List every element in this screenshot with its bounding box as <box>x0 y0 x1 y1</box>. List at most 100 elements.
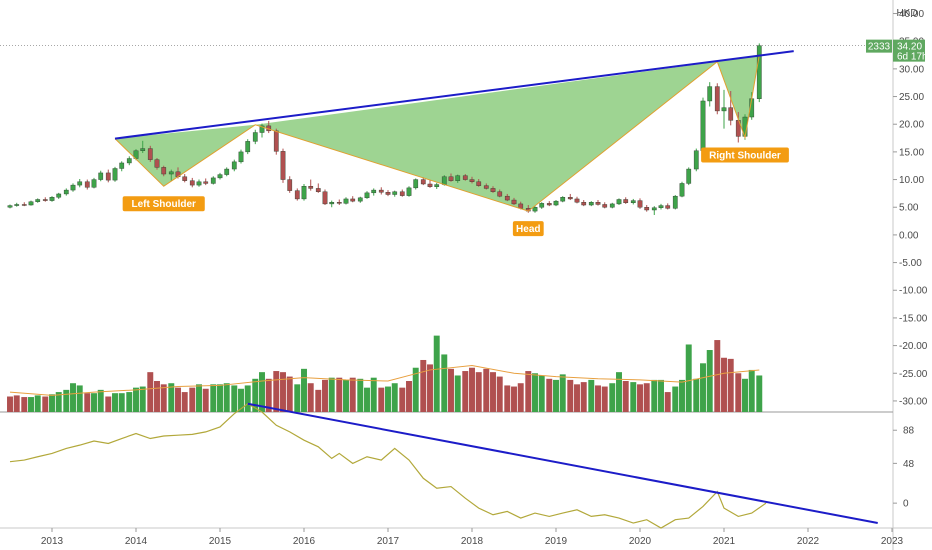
volume-bar <box>469 367 475 412</box>
candle-body <box>700 100 706 151</box>
candle-body <box>322 191 328 205</box>
candle-body <box>210 177 216 184</box>
volume-bar <box>511 386 517 412</box>
pattern-label-bg <box>701 147 789 163</box>
volume-bar <box>406 381 412 412</box>
volume-bar <box>679 379 685 412</box>
candle-body <box>273 130 279 152</box>
volume-bar <box>567 379 574 412</box>
candle-body <box>560 197 566 202</box>
candle-body <box>623 199 629 204</box>
pattern-label: Left Shoulder <box>122 196 205 212</box>
volume-bar <box>588 379 595 412</box>
volume-bar <box>265 378 272 412</box>
last-price-text: 34.20 <box>897 42 922 53</box>
indicator-trendline[interactable] <box>247 402 878 525</box>
pattern-label: Right Shoulder <box>701 147 789 163</box>
volume-bar <box>385 386 391 412</box>
candle-body <box>42 199 48 201</box>
volume-bar <box>693 378 700 412</box>
volume-bar <box>727 358 734 412</box>
candle-body <box>21 204 27 206</box>
indicator-pane <box>9 402 878 529</box>
candle-body <box>553 200 559 206</box>
candle-body <box>672 195 678 209</box>
volume-bar <box>231 385 238 412</box>
symbol-badge <box>866 39 892 53</box>
volume-bar <box>399 387 406 412</box>
candle-body <box>497 191 503 197</box>
volume-bar <box>336 377 343 412</box>
volume-bar <box>714 340 721 412</box>
volume-bar <box>490 372 496 412</box>
candle-body <box>56 193 62 198</box>
volume-bar <box>181 392 188 412</box>
indicator-tick-label: 0 <box>903 499 909 510</box>
volume-bar <box>756 375 763 412</box>
volume-bar <box>301 368 307 412</box>
candle-body <box>693 150 699 170</box>
volume-bar <box>622 381 629 412</box>
volume-bar <box>105 396 112 412</box>
volume-bar <box>637 384 643 412</box>
volume-bar <box>328 377 335 412</box>
candle-body <box>462 175 468 180</box>
candle-body <box>343 198 349 204</box>
volume-bar <box>189 387 196 412</box>
volume-bar <box>517 383 524 412</box>
candle-body <box>637 200 643 208</box>
candle-body <box>385 192 391 195</box>
volume-bar <box>742 378 748 412</box>
volume-bar <box>168 383 175 412</box>
volume-bar <box>280 372 286 412</box>
candle-body <box>574 198 580 203</box>
y-tick-label: 40.00 <box>899 9 924 20</box>
candle-body <box>476 181 482 186</box>
candle-body <box>588 202 594 206</box>
volume-bar <box>441 354 448 412</box>
volume-bar <box>609 383 616 412</box>
volume-bar <box>735 373 742 412</box>
volume-bar <box>154 381 160 412</box>
axes: 40.0035.0030.0025.0020.0015.0010.005.000… <box>41 9 928 547</box>
indicator-line <box>9 402 767 529</box>
candle-body <box>238 151 244 163</box>
candle-body <box>245 141 251 153</box>
volume-bar <box>448 368 454 412</box>
candle-body <box>140 148 146 151</box>
candle-body <box>259 125 265 133</box>
candle-body <box>203 181 209 184</box>
y-tick-label: 30.00 <box>899 64 924 75</box>
y-tick-label: 10.00 <box>899 175 924 186</box>
x-tick-label: 2020 <box>629 536 652 547</box>
volume-bar <box>483 368 490 412</box>
candle-body <box>350 198 356 202</box>
candle-body <box>70 184 76 191</box>
candle-body <box>378 189 384 193</box>
candle-body <box>49 197 55 201</box>
volume-bar <box>616 372 622 412</box>
volume-bar <box>672 386 679 412</box>
candle-body <box>28 201 34 206</box>
volume-bars <box>7 335 763 412</box>
candle-body <box>546 203 552 206</box>
volume-bar <box>273 371 280 412</box>
volume-bar <box>721 357 727 412</box>
candle-body <box>679 183 685 197</box>
volume-bar <box>244 385 251 412</box>
volume-bar <box>286 376 293 412</box>
candle-body <box>189 180 195 186</box>
candle-body <box>581 202 587 206</box>
candle-body <box>686 168 692 184</box>
candle-body <box>168 171 174 175</box>
candle-body <box>126 158 132 164</box>
volume-bar <box>259 372 265 412</box>
candle-body <box>448 176 454 181</box>
volume-bar <box>433 335 440 412</box>
volume-bar <box>147 372 154 412</box>
neckline-trendline[interactable] <box>114 50 794 140</box>
volume-bar <box>84 393 91 412</box>
